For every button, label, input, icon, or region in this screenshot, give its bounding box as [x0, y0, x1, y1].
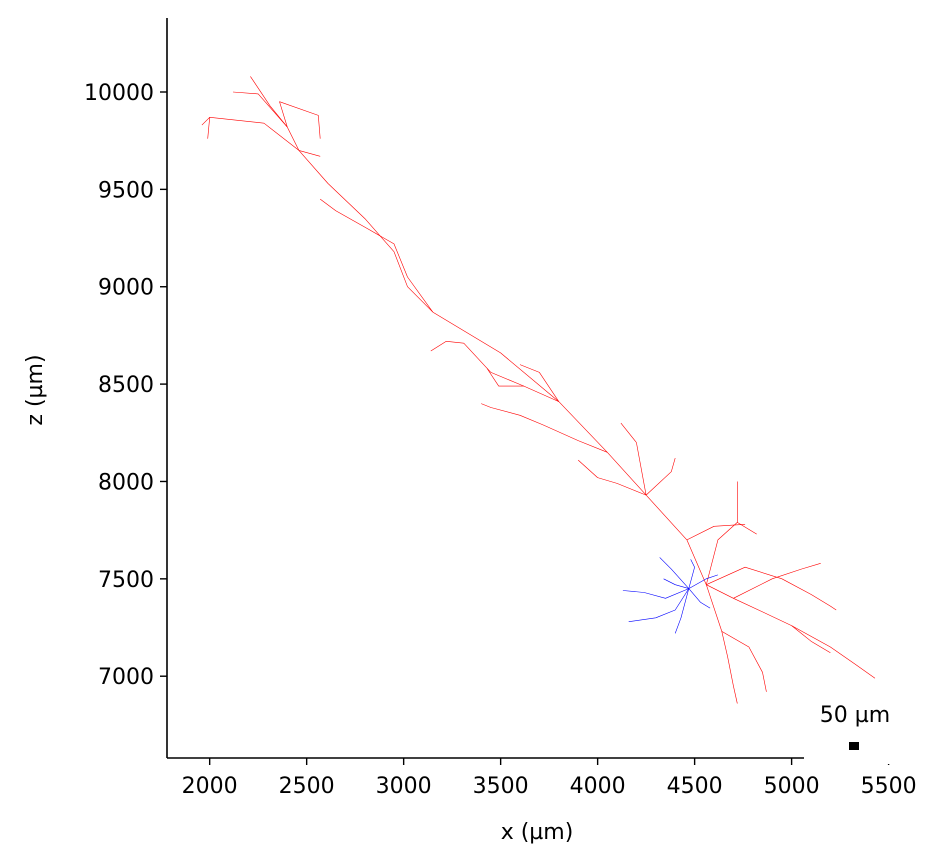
series-0-branch-15: [706, 584, 876, 679]
series-0-branch-0: [432, 311, 707, 585]
x-tick-label: 2000: [182, 774, 238, 799]
y-tick-label: 7000: [98, 665, 154, 690]
series-0: [201, 76, 876, 704]
series-0-branch-5: [279, 101, 321, 139]
x-tick-label: 2500: [279, 774, 335, 799]
series-0-branch-22: [733, 563, 821, 599]
series-1-branch-4: [688, 574, 718, 589]
y-ticks: 7000 7500 8000 8500 9000 9500 10000: [84, 81, 167, 690]
series-0-branch-2: [207, 117, 210, 139]
series-1-branch-7: [663, 578, 689, 589]
x-tick-label: 5500: [861, 774, 917, 799]
series-0-branch-21: [686, 524, 746, 541]
x-tick-label: 3000: [376, 774, 432, 799]
x-ticks: 2000 2500 3000 3500 4000 4500 5000 5500: [182, 758, 917, 799]
scale-bar-label: 50 µm: [820, 703, 890, 728]
series-0-branch-12: [577, 459, 647, 496]
y-tick-label: 8000: [98, 470, 154, 495]
scale-bar: [849, 742, 859, 750]
series-0-branch-8: [430, 340, 559, 402]
x-tick-label: 3500: [473, 774, 529, 799]
series-1-branch-2: [628, 588, 690, 622]
series-1: [622, 557, 718, 634]
series-0-branch-14: [645, 458, 676, 496]
series-0-branch-23: [791, 625, 831, 654]
series-1-branch-3: [674, 588, 690, 634]
series-0-branch-10: [519, 364, 560, 402]
y-tick-label: 9000: [98, 276, 154, 301]
series-1-branch-1: [622, 588, 689, 599]
series-0-branch-13: [620, 422, 647, 496]
y-tick-label: 7500: [98, 568, 154, 593]
series-0-branch-17: [706, 584, 738, 704]
series-1-branch-5: [688, 559, 695, 589]
y-tick-label: 9500: [98, 178, 154, 203]
scale-bar-background: [804, 752, 910, 764]
series-0-branch-3: [250, 76, 300, 151]
series-0-branch-18: [721, 631, 767, 692]
series-0-branch-11: [481, 403, 608, 453]
plot-area: [201, 76, 876, 704]
series-0-branch-7: [298, 150, 321, 157]
series-0-branch-1: [201, 117, 434, 313]
series-0-branch-4: [232, 91, 288, 128]
y-axis-title: z (µm): [23, 354, 48, 425]
series-0-branch-16: [706, 566, 837, 611]
axes: 2000 2500 3000 3500 4000 4500 5000 5500 7000 750…: [84, 18, 917, 799]
series-0-branch-19: [706, 522, 757, 585]
series-1-branch-0: [659, 557, 690, 589]
y-tick-label: 8500: [98, 373, 154, 398]
series-1-branch-6: [688, 588, 711, 609]
series-0-branch-9: [486, 368, 524, 387]
x-axis-title: x (µm): [501, 820, 574, 845]
x-tick-label: 4500: [667, 774, 723, 799]
series-0-branch-6: [320, 198, 434, 313]
x-tick-label: 4000: [570, 774, 626, 799]
x-tick-label: 5000: [764, 774, 820, 799]
y-tick-label: 10000: [84, 81, 154, 106]
